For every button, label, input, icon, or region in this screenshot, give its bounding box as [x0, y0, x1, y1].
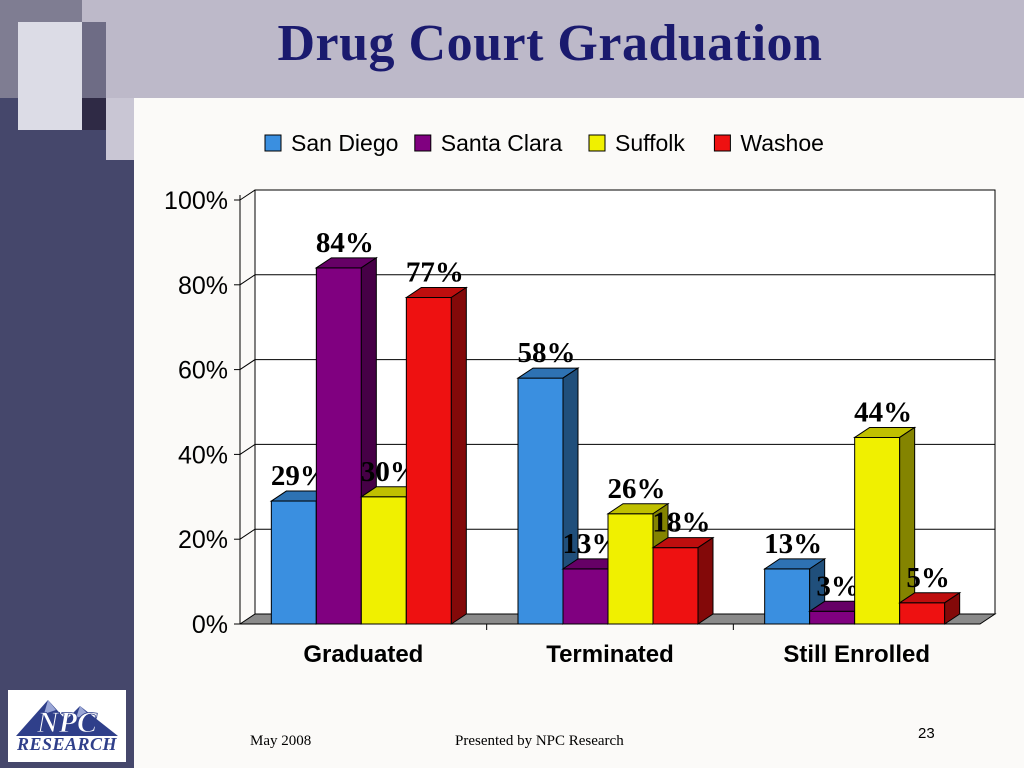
bar-data-label: 13%: [764, 528, 822, 560]
bar-front: [405, 297, 452, 625]
bar-front: [854, 436, 901, 625]
y-tick-label: 100%: [164, 187, 228, 215]
bar-data-label: 77%: [406, 257, 464, 289]
corner-square-mid: [82, 22, 106, 98]
bar-front: [517, 377, 564, 625]
y-tick-label: 40%: [178, 441, 228, 469]
bar-data-label: 3%: [816, 570, 860, 602]
x-category-label: Still Enrolled: [783, 641, 930, 668]
y-tick-label: 80%: [178, 272, 228, 300]
bar-front: [809, 610, 856, 625]
bar-front: [899, 602, 946, 625]
legend-swatch: [264, 134, 282, 152]
bar-side: [944, 591, 961, 625]
page-number: 23: [918, 725, 935, 742]
slide-title: Drug Court Graduation: [277, 15, 823, 72]
bar-front: [652, 547, 699, 625]
npc-research-logo: NPC RESEARCH: [8, 690, 126, 762]
footer-date: May 2008: [250, 733, 312, 749]
legend-label: Santa Clara: [441, 130, 563, 156]
bar-data-label: 84%: [316, 227, 374, 259]
y-tick-label: 20%: [178, 526, 228, 554]
bar-front: [562, 568, 609, 625]
gridline-side: [239, 443, 256, 455]
bar-data-label: 26%: [608, 473, 666, 505]
legend-label: Washoe: [740, 130, 824, 156]
legend-swatch: [414, 134, 432, 152]
bar-front: [360, 496, 407, 625]
bar-side: [697, 536, 714, 625]
bar-front: [607, 513, 654, 625]
bar-data-label: 18%: [653, 507, 711, 539]
legend-label: Suffolk: [615, 130, 685, 156]
bar-front: [270, 500, 317, 625]
gridline-side: [239, 274, 256, 286]
mountain-logo-icon: NPC: [16, 700, 118, 738]
y-tick-label: 60%: [178, 357, 228, 385]
footer-presenter: Presented by NPC Research: [455, 733, 624, 749]
bar-data-label: 5%: [906, 562, 950, 594]
corner-square-darkest: [82, 98, 106, 130]
bar-data-label: 58%: [518, 337, 576, 369]
y-tick-label: 0%: [192, 611, 228, 639]
gridline-side: [239, 528, 256, 540]
legend-swatch: [713, 134, 731, 152]
corner-square-pale: [106, 98, 134, 160]
bar-front: [315, 267, 362, 625]
x-category-label: Graduated: [303, 641, 423, 668]
logo-text: RESEARCH: [16, 734, 118, 754]
x-category-label: Terminated: [546, 641, 674, 668]
top-banner: [82, 0, 1024, 98]
logo-mark: NPC: [36, 706, 98, 738]
gridline-side: [239, 359, 256, 371]
bar-data-label: 44%: [854, 396, 912, 428]
bar-side: [450, 286, 467, 625]
bar-front: [764, 568, 811, 625]
legend-swatch: [588, 134, 606, 152]
sidebar-band: [0, 98, 134, 768]
bar-chart: 0%20%40%60%80%100%Graduated29%84%30%77%T…: [164, 130, 997, 668]
legend-label: San Diego: [291, 130, 398, 156]
gridline-side: [239, 189, 256, 201]
